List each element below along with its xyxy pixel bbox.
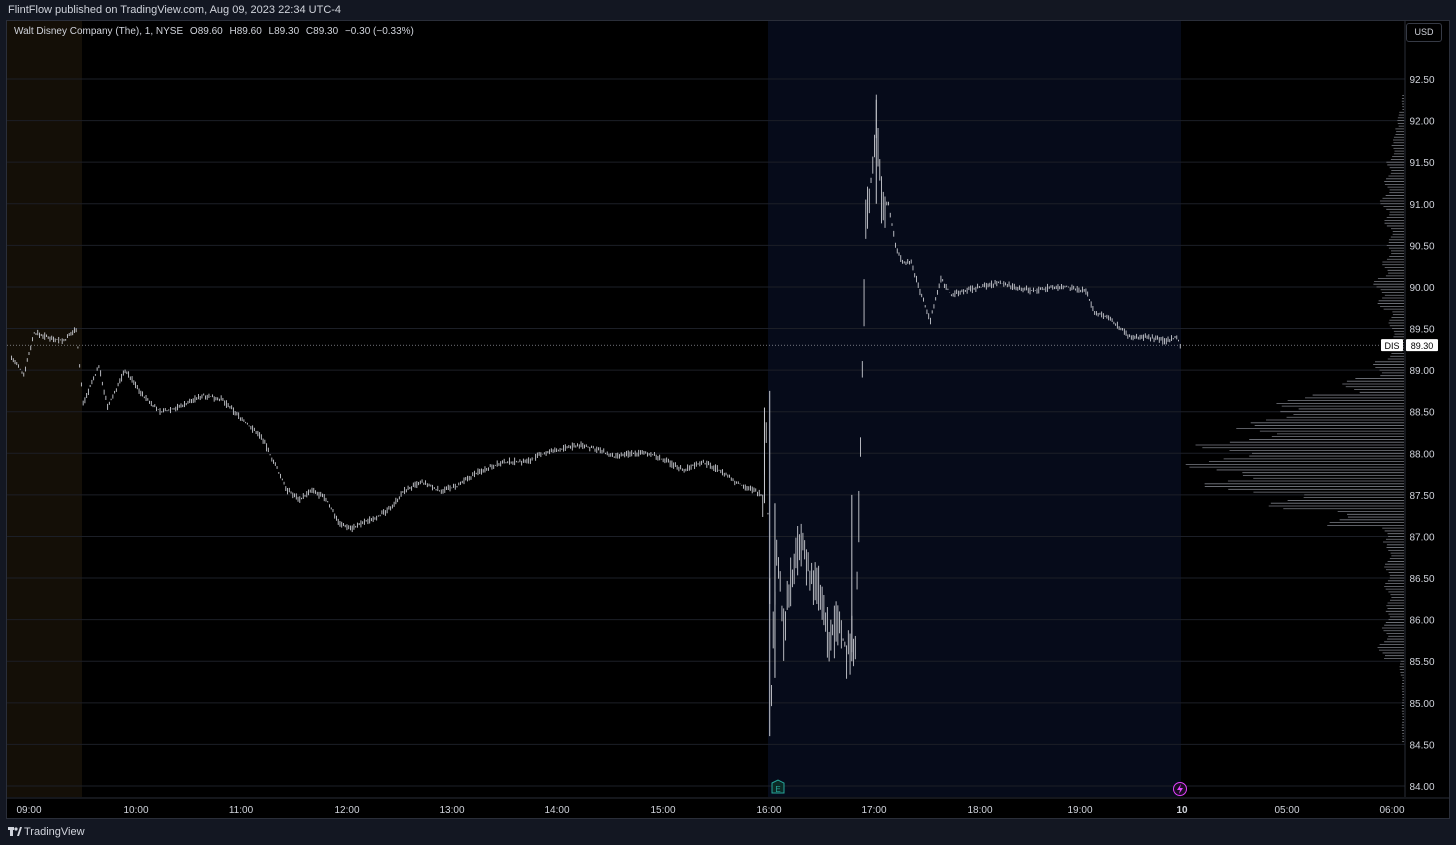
ticker-tag-bg (1381, 339, 1403, 352)
chart-pane[interactable] (6, 20, 1450, 819)
x-tick-label: 06:00 (1379, 805, 1404, 816)
y-tick-label: 89.50 (1409, 325, 1434, 336)
y-tick-label: 88.50 (1409, 408, 1434, 419)
y-tick-label: 86.50 (1409, 574, 1434, 585)
y-tick-label: 84.00 (1409, 782, 1434, 793)
y-tick-label: 90.00 (1409, 283, 1434, 294)
published-header: FlintFlow published on TradingView.com, … (0, 0, 1456, 20)
y-tick-label: 85.50 (1409, 657, 1434, 668)
legend-change: −0.30 (−0.33%) (344, 26, 414, 37)
legend-high: H89.60 (229, 26, 262, 37)
y-tick-label: 88.00 (1409, 449, 1434, 460)
x-tick-label: 11:00 (229, 805, 254, 816)
legend-low: L89.30 (268, 26, 300, 37)
y-tick-label: 85.00 (1409, 699, 1434, 710)
legend-open: O89.60 (189, 26, 223, 37)
y-tick-label: 90.50 (1409, 241, 1434, 252)
earnings-letter: E (775, 785, 780, 794)
ticker-tag: DIS (1384, 341, 1399, 351)
split-bolt (1177, 784, 1183, 794)
x-tick-label: 10:00 (123, 805, 148, 816)
x-tick-label: 10 (1176, 805, 1188, 816)
earnings-badge (771, 779, 785, 794)
footer: TradingView (0, 819, 1456, 845)
tradingview-logo-icon[interactable] (8, 827, 22, 837)
y-tick-label: 87.00 (1409, 532, 1434, 543)
legend-symbol: Walt Disney Company (The), 1, NYSE (14, 26, 184, 37)
x-tick-label: 16:00 (756, 805, 781, 816)
y-tick-label: 91.00 (1409, 200, 1434, 211)
y-tick-label: 92.50 (1409, 75, 1434, 86)
x-tick-label: 05:00 (1274, 805, 1299, 816)
x-tick-label: 15:00 (650, 805, 675, 816)
currency-button[interactable]: USD (1406, 23, 1442, 42)
x-tick-label: 09:00 (16, 805, 41, 816)
last-price-tag: 89.30 (1411, 341, 1434, 351)
x-tick-label: 12:00 (334, 805, 359, 816)
y-tick-label: 91.50 (1409, 158, 1434, 169)
legend-close: C89.30 (305, 26, 339, 37)
y-tick-label: 89.00 (1409, 366, 1434, 377)
postmarket-shade (768, 21, 1181, 797)
lightning-icon (1173, 782, 1187, 796)
symbol-legend: Walt Disney Company (The), 1, NYSE O89.6… (14, 25, 418, 39)
x-tick-label: 13:00 (439, 805, 464, 816)
x-tick-label: 14:00 (544, 805, 569, 816)
y-tick-label: 87.50 (1409, 491, 1434, 502)
x-tick-label: 19:00 (1067, 805, 1092, 816)
last-price-tag-bg (1406, 339, 1438, 352)
y-tick-label: 92.00 (1409, 117, 1434, 128)
y-tick-label: 84.50 (1409, 740, 1434, 751)
x-tick-label: 17:00 (861, 805, 886, 816)
x-tick-label: 18:00 (967, 805, 992, 816)
y-tick-label: 86.00 (1409, 616, 1434, 627)
earnings-icon: E (771, 779, 785, 794)
premarket-shade (7, 21, 82, 797)
tradingview-brand[interactable]: TradingView (24, 826, 85, 838)
published-text: FlintFlow published on TradingView.com, … (8, 4, 342, 16)
